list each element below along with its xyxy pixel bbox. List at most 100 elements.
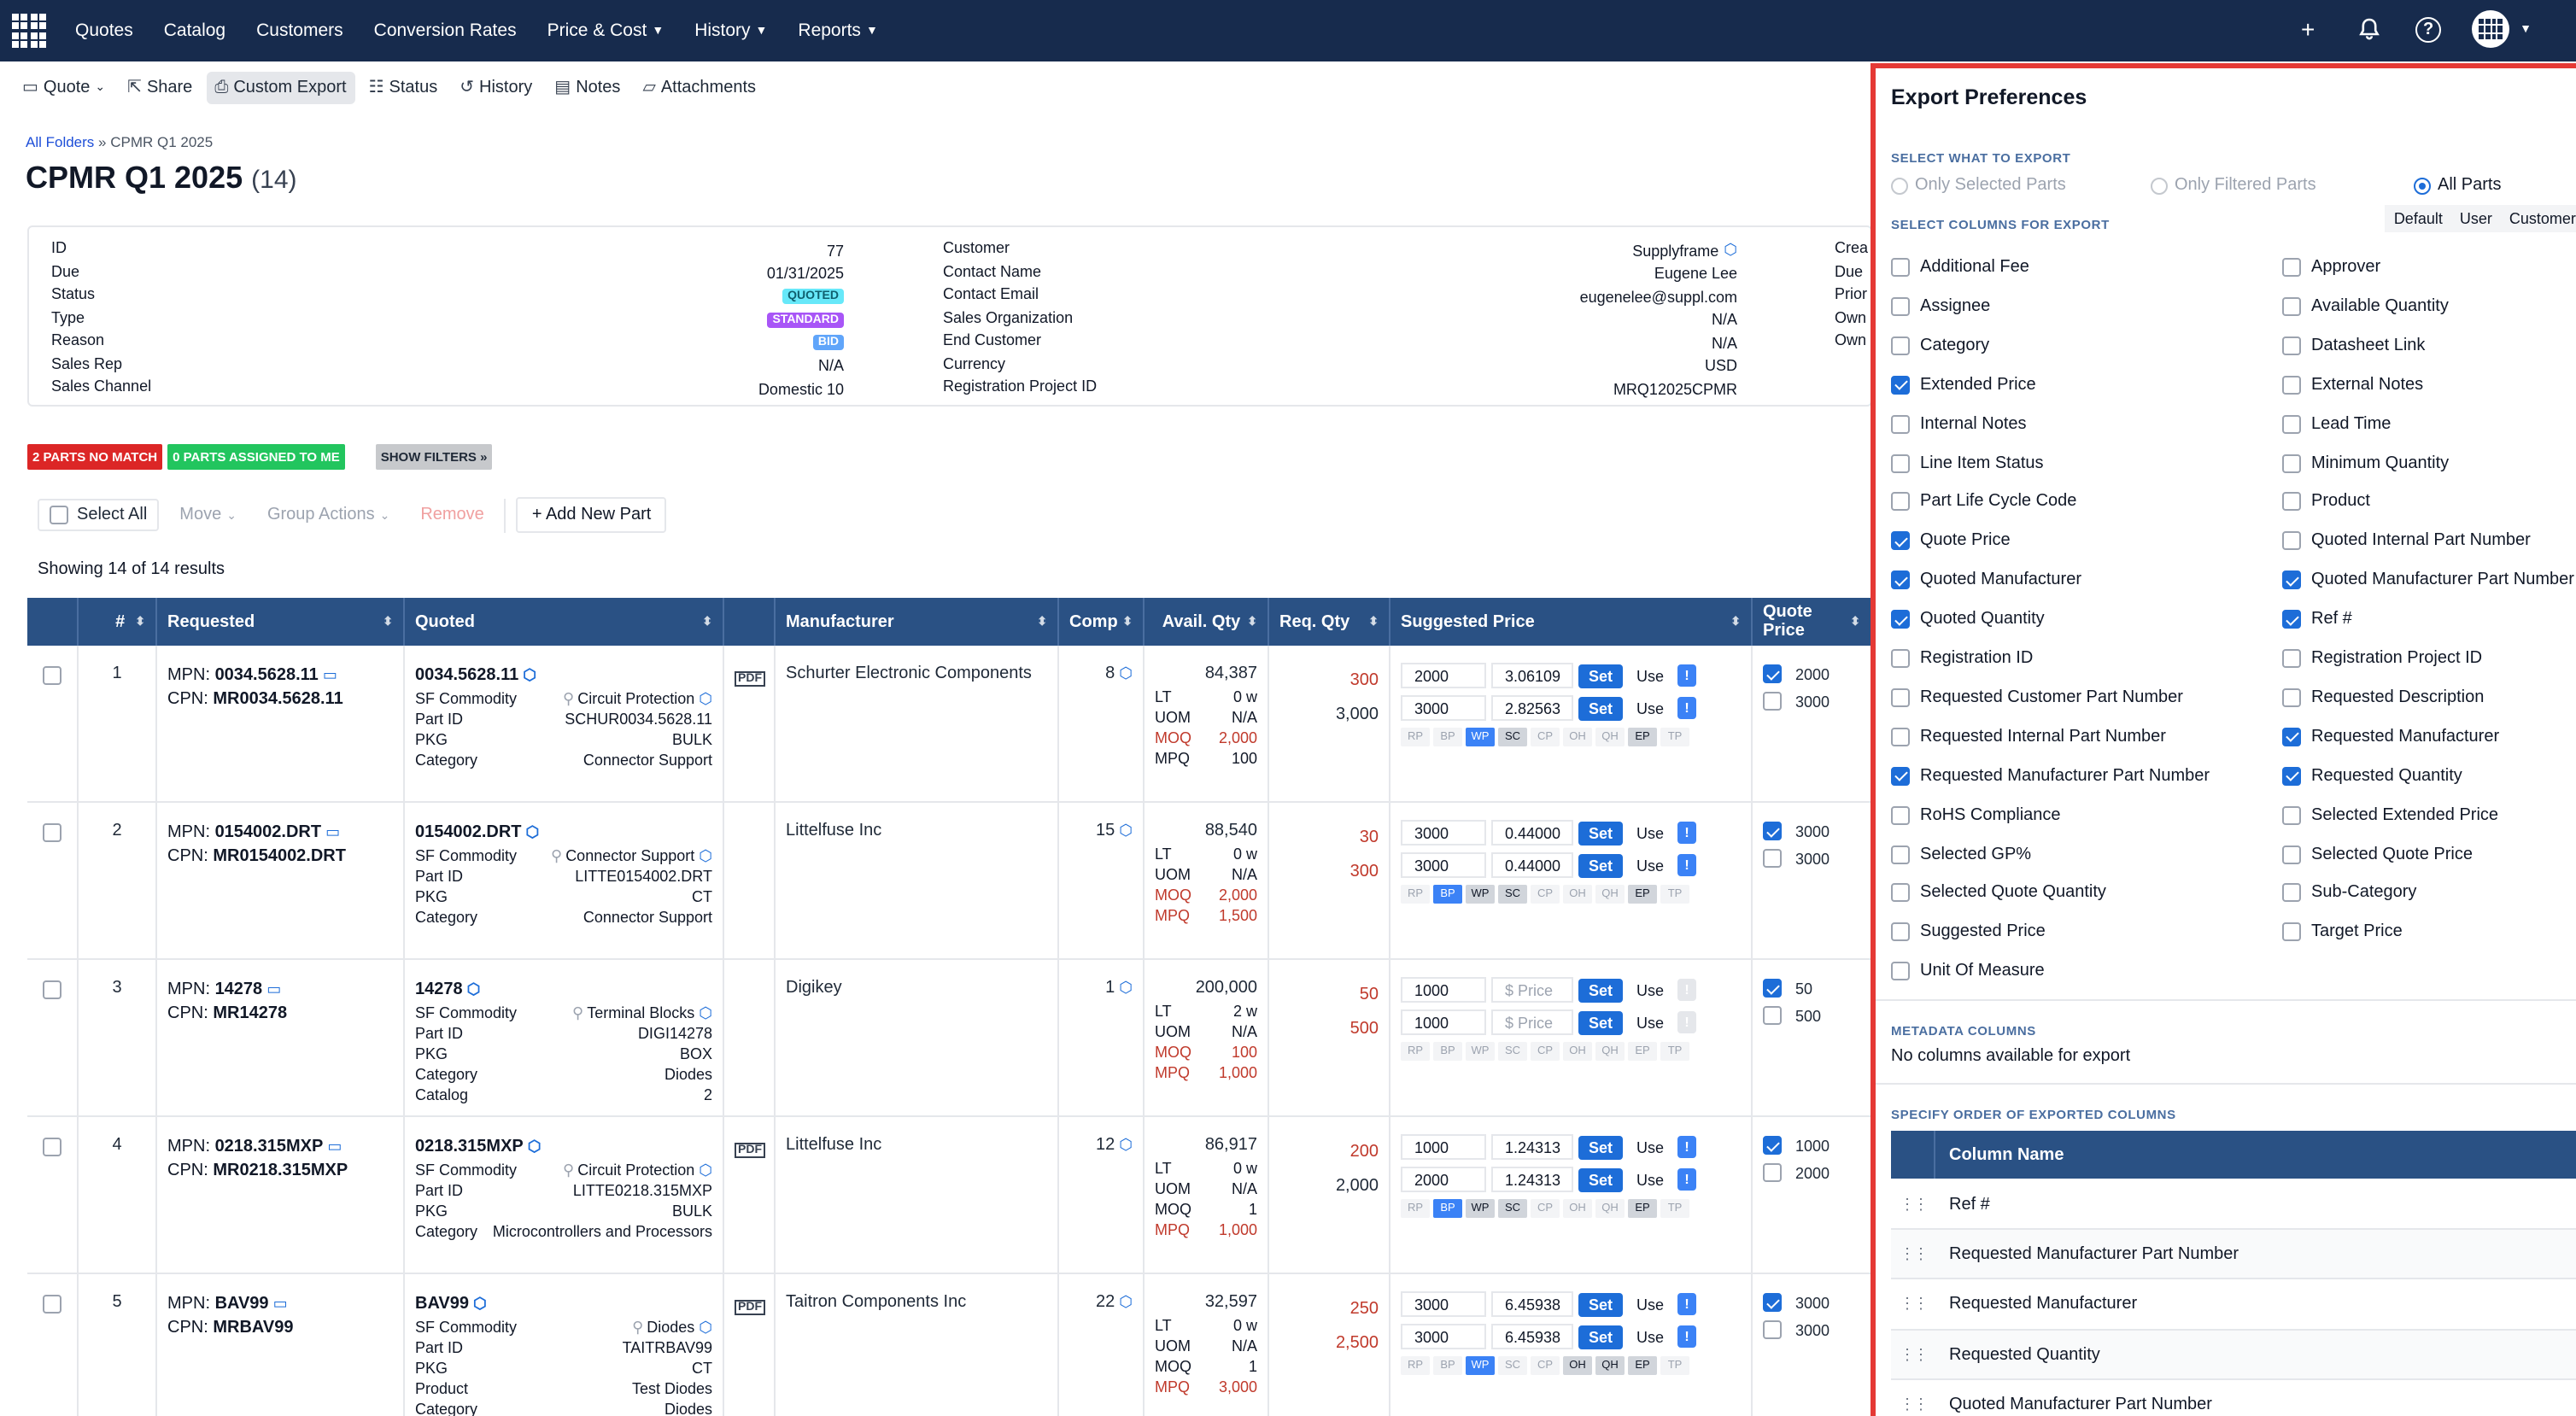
avatar[interactable] <box>2472 10 2510 48</box>
sort-icon[interactable]: ⬍ <box>383 617 393 629</box>
column-option-quoted-manufacturer-part-number[interactable]: Quoted Manufacturer Part Number <box>2282 570 2574 590</box>
price-value-input[interactable]: 3.06109 <box>1491 663 1573 688</box>
column-checkbox[interactable] <box>2282 805 2301 825</box>
quote-price-checkbox[interactable] <box>1763 849 1782 868</box>
alert-icon[interactable]: ! <box>1677 822 1697 844</box>
alert-icon[interactable]: ! <box>1677 664 1697 687</box>
quoted-part-number[interactable]: 0154002.DRT ⬡ <box>415 820 712 846</box>
quoted-part-number[interactable]: BAV99 ⬡ <box>415 1291 712 1317</box>
column-checkbox[interactable] <box>1891 414 1910 434</box>
sort-icon[interactable]: ⬍ <box>1368 617 1379 629</box>
set-price-button[interactable]: Set <box>1578 821 1624 845</box>
breadcrumb-root-link[interactable]: All Folders <box>26 133 95 150</box>
nav-item-catalog[interactable]: Catalog <box>164 20 225 41</box>
sort-icon[interactable]: ⬍ <box>1247 617 1257 629</box>
pdf-icon[interactable]: PDF <box>735 1143 765 1158</box>
column-option-line-item-status[interactable]: Line Item Status <box>1891 453 2044 472</box>
comp-count[interactable]: 15 <box>1096 822 1115 840</box>
drag-handle-icon[interactable]: ⋮⋮ <box>1900 1295 1929 1313</box>
use-price-button[interactable]: Use <box>1636 1328 1665 1345</box>
column-option-rohs-compliance[interactable]: RoHS Compliance <box>1891 805 2061 825</box>
folder-icon[interactable]: ▭ <box>323 1138 342 1155</box>
column-checkbox[interactable] <box>1891 492 1910 512</box>
share-button[interactable]: ⇱ Share <box>119 71 201 103</box>
row-checkbox[interactable] <box>43 823 61 842</box>
column-header-quote-price[interactable]: Quote Price ⬍ <box>1753 598 1872 646</box>
set-price-button[interactable]: Set <box>1578 978 1624 1002</box>
column-checkbox[interactable] <box>2282 922 2301 942</box>
column-option-requested-quantity[interactable]: Requested Quantity <box>2282 766 2462 786</box>
column-option-requested-customer-part-number[interactable]: Requested Customer Part Number <box>1891 688 2183 707</box>
column-checkbox[interactable] <box>2282 258 2301 277</box>
radio-only-selected-parts[interactable]: Only Selected Parts <box>1891 176 2066 195</box>
price-value-input[interactable]: $ Price <box>1491 1009 1573 1035</box>
column-header-manufacturer[interactable]: Manufacturer ⬍ <box>776 598 1059 646</box>
column-header-req-qty[interactable]: Req. Qty ⬍ <box>1269 598 1390 646</box>
price-tag-cp[interactable]: CP <box>1531 1199 1560 1218</box>
alert-icon[interactable]: ! <box>1677 1325 1697 1348</box>
quote-price-checkbox[interactable] <box>1763 692 1782 711</box>
set-price-button[interactable]: Set <box>1578 664 1624 688</box>
comp-count[interactable]: 12 <box>1096 1136 1115 1155</box>
history-button[interactable]: ↺ History <box>451 71 541 103</box>
order-row-requested-manufacturer[interactable]: ⋮⋮ Requested Manufacturer <box>1891 1281 2576 1331</box>
table-row[interactable]: 2 MPN: 0154002.DRT ▭ CPN: MR0154002.DRT 015… <box>27 803 1872 960</box>
quote-price-checkbox[interactable] <box>1763 1136 1782 1155</box>
quote-price-checkbox[interactable] <box>1763 979 1782 998</box>
price-tag-tp[interactable]: TP <box>1660 728 1689 746</box>
quote-price-checkbox[interactable] <box>1763 1163 1782 1182</box>
radio-all-parts[interactable]: All Parts <box>2414 176 2501 195</box>
drag-handle-icon[interactable]: ⋮⋮ <box>1900 1345 1929 1363</box>
alert-icon[interactable]: ! <box>1677 1168 1697 1191</box>
price-tag-qh[interactable]: QH <box>1595 728 1625 746</box>
attachments-button[interactable]: ▱ Attachments <box>634 71 764 103</box>
column-checkbox[interactable] <box>1891 375 1910 395</box>
price-tag-wp[interactable]: WP <box>1466 1042 1495 1061</box>
column-option-additional-fee[interactable]: Additional Fee <box>1891 258 2029 277</box>
column-option-registration-id[interactable]: Registration ID <box>1891 649 2033 668</box>
quote-price-checkbox[interactable] <box>1763 1293 1782 1312</box>
price-tag-bp[interactable]: BP <box>1433 1042 1462 1061</box>
nav-item-reports[interactable]: Reports ▼ <box>798 20 877 41</box>
sort-icon[interactable]: ⬍ <box>1850 617 1860 629</box>
price-tag-ep[interactable]: EP <box>1628 728 1657 746</box>
column-option-requested-description[interactable]: Requested Description <box>2282 688 2484 707</box>
order-row-requested-manufacturer-part-number[interactable]: ⋮⋮ Requested Manufacturer Part Number <box>1891 1230 2576 1280</box>
price-quantity-input[interactable]: 2000 <box>1401 663 1486 688</box>
column-checkbox[interactable] <box>1891 610 1910 629</box>
price-tag-oh[interactable]: OH <box>1563 1199 1592 1218</box>
price-tag-cp[interactable]: CP <box>1531 728 1560 746</box>
price-tag-tp[interactable]: TP <box>1660 1042 1689 1061</box>
price-quantity-input[interactable]: 1000 <box>1401 1009 1486 1035</box>
table-row[interactable]: 3 MPN: 14278 ▭ CPN: MR14278 14278 ⬡ SF Commo… <box>27 960 1872 1117</box>
price-tag-ep[interactable]: EP <box>1628 885 1657 904</box>
folder-icon[interactable]: ▭ <box>262 980 282 998</box>
group-actions-dropdown[interactable]: Group Actions ⌄ <box>257 506 400 524</box>
quoted-part-number[interactable]: 0034.5628.11 ⬡ <box>415 663 712 688</box>
filter-chip-2-parts-no-match[interactable]: 2 PARTS NO MATCH <box>27 444 163 470</box>
nav-item-customers[interactable]: Customers <box>256 20 343 41</box>
price-tag-sc[interactable]: SC <box>1498 885 1527 904</box>
column-option-selected-extended-price[interactable]: Selected Extended Price <box>2282 805 2498 825</box>
column-option-quoted-manufacturer[interactable]: Quoted Manufacturer <box>1891 570 2081 590</box>
move-dropdown[interactable]: Move ⌄ <box>169 506 247 524</box>
folder-icon[interactable]: ▭ <box>321 823 341 840</box>
column-header-avail-qty[interactable]: Avail. Qty ⬍ <box>1145 598 1269 646</box>
column-checkbox[interactable] <box>1891 688 1910 707</box>
price-tag-cp[interactable]: CP <box>1531 885 1560 904</box>
radio-button[interactable] <box>2414 177 2431 194</box>
column-header-[interactable]: # ⬍ <box>79 598 157 646</box>
price-tag-wp[interactable]: WP <box>1466 1199 1495 1218</box>
column-checkbox[interactable] <box>2282 453 2301 472</box>
price-tag-sc[interactable]: SC <box>1498 1199 1527 1218</box>
comp-count[interactable]: 8 <box>1105 664 1115 683</box>
column-checkbox[interactable] <box>1891 962 1910 981</box>
custom-export-button[interactable]: ⎙ Custom Export <box>206 71 355 103</box>
sort-icon[interactable]: ⬍ <box>702 617 712 629</box>
column-option-suggested-price[interactable]: Suggested Price <box>1891 922 2046 942</box>
price-value-input[interactable]: $ Price <box>1491 977 1573 1003</box>
quoted-part-number[interactable]: 14278 ⬡ <box>415 977 712 1003</box>
price-tag-tp[interactable]: TP <box>1660 885 1689 904</box>
row-checkbox[interactable] <box>43 980 61 999</box>
column-option-selected-quote-price[interactable]: Selected Quote Price <box>2282 845 2473 863</box>
